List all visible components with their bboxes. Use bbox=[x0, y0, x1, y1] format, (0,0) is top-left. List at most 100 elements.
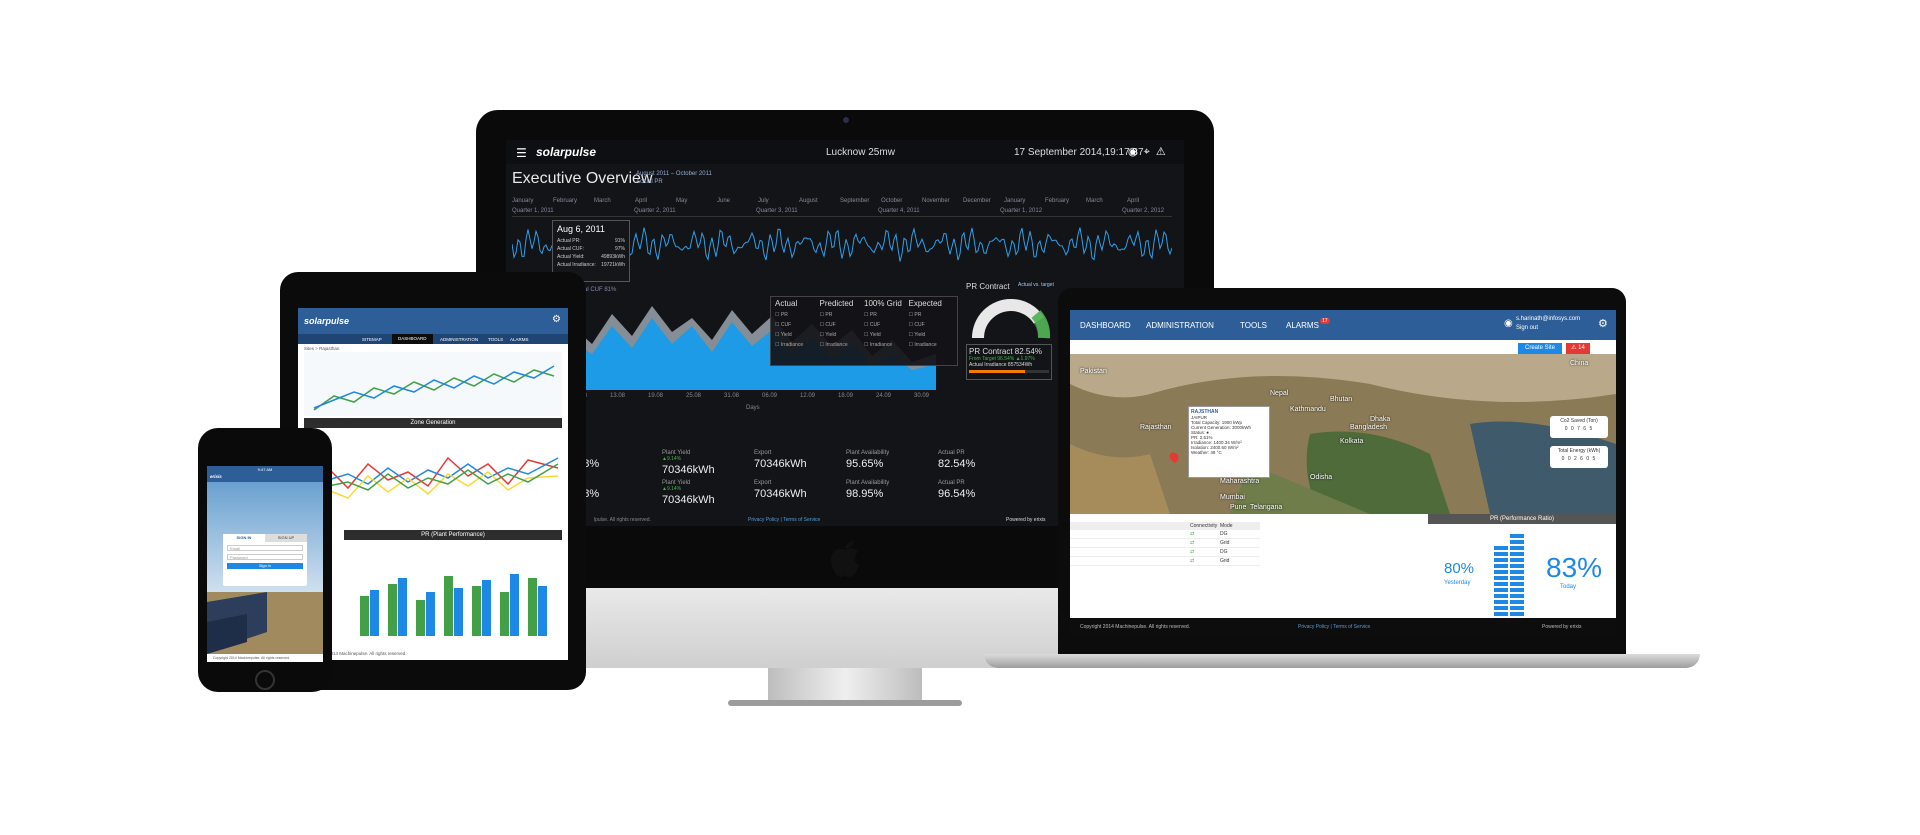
info-row: Isolation: 2400.60 W/m² bbox=[1191, 445, 1239, 450]
nav-tools[interactable]: TOOLS bbox=[488, 337, 504, 342]
legend-checkbox[interactable]: ☐ CUF bbox=[775, 322, 792, 328]
x-tick-label: 31.08 bbox=[724, 393, 740, 399]
pr-target-value: From Target 96.54% ▲1.97% bbox=[969, 356, 1035, 362]
mode-cell: DG bbox=[1220, 549, 1228, 555]
pr-level-block bbox=[1494, 594, 1508, 598]
email-field[interactable]: Email bbox=[227, 545, 303, 551]
metric-selector[interactable]: Actual PR bbox=[636, 179, 663, 185]
x-axis-ticks: 07.0813.0819.0825.0831.0806.0912.0918.09… bbox=[572, 393, 936, 403]
legend-checkbox[interactable]: ☐ PR bbox=[775, 312, 788, 318]
legend-checkbox[interactable]: ☐ PR bbox=[908, 312, 922, 318]
app-logo: solarpulse bbox=[304, 316, 350, 326]
legend-checkbox[interactable]: ☐ Yield bbox=[908, 332, 926, 338]
kpi-tile: Plant Availability 98.95% bbox=[846, 480, 889, 500]
tooltip-label: Actual CUF: bbox=[557, 246, 584, 252]
sign-out-link[interactable]: Sign out bbox=[1516, 325, 1539, 331]
kpi-value: 70346kWh bbox=[662, 464, 715, 476]
alert-count-button[interactable]: ⚠ 14 bbox=[1566, 343, 1590, 354]
nav-dashboard[interactable]: DASHBOARD bbox=[1080, 321, 1131, 330]
breadcrumb[interactable]: Sites > Rajasthan bbox=[304, 346, 340, 351]
connectivity-icon: ⇄ bbox=[1190, 549, 1195, 555]
pr-level-block bbox=[1510, 606, 1524, 610]
nav-administration[interactable]: ADMINISTRATION bbox=[440, 337, 479, 342]
home-button[interactable] bbox=[255, 670, 275, 690]
gear-icon[interactable]: ⚙ bbox=[1598, 318, 1608, 330]
legend-checkbox[interactable]: ☐ Yield bbox=[775, 332, 792, 338]
site-line-chart[interactable] bbox=[304, 352, 562, 416]
legend-checkbox[interactable]: ☐ Irradiance bbox=[908, 342, 937, 348]
legend-checkbox[interactable]: ☐ PR bbox=[864, 312, 877, 318]
site-selector[interactable]: Lucknow 25mw bbox=[826, 147, 895, 158]
x-tick-label: 25.08 bbox=[686, 393, 702, 399]
legend-checkbox[interactable]: ☐ Yield bbox=[864, 332, 881, 338]
month-label: August bbox=[799, 198, 818, 204]
tooltip-value: 97% bbox=[614, 246, 625, 252]
map-place-label: Nepal bbox=[1270, 390, 1289, 397]
signup-tab[interactable]: SIGN UP bbox=[265, 534, 307, 542]
kpi-label: Plant Availability bbox=[846, 480, 890, 486]
legend-checkbox[interactable]: ☐ Yield bbox=[819, 332, 837, 338]
site-info-popup: RAJSTHAN JAIPUR Total Capacity: 1900 kWp… bbox=[1188, 406, 1270, 478]
legend-checkbox[interactable]: ☐ Irradiance bbox=[864, 342, 893, 348]
alert-count: 14 bbox=[1578, 345, 1585, 351]
privacy-link[interactable]: Privacy Policy | Terms of Service bbox=[1298, 624, 1371, 630]
pr-level-block bbox=[1510, 588, 1524, 592]
legend-checkbox[interactable]: ☐ Irradiance bbox=[819, 342, 848, 348]
pr-ratio-title: PR (Performance Ratio) bbox=[1428, 514, 1616, 524]
chart-tooltip: Aug 6, 2011 Actual PR: 91% Actual CUF: 97%… bbox=[552, 220, 630, 282]
info-row: Weather: 48 °C bbox=[1191, 450, 1222, 455]
tooltip-value: 49893kWh bbox=[601, 254, 625, 260]
nav-alarms[interactable]: ALARMS bbox=[1286, 321, 1319, 330]
nav-sitemap[interactable]: SITEMAP bbox=[362, 337, 382, 342]
pr-level-block bbox=[1494, 576, 1508, 580]
tablet-header: solarpulse ⚙ bbox=[298, 308, 568, 334]
map-place-label: Pune bbox=[1230, 504, 1247, 511]
alert-icon[interactable]: ⚠ bbox=[1155, 146, 1172, 158]
create-site-button[interactable]: Create Site bbox=[1518, 343, 1562, 354]
legend-checkbox[interactable]: ☐ Irradiance bbox=[775, 342, 804, 348]
kpi-tile: Plant Yield ▲9.14% 70346kWh bbox=[662, 480, 715, 506]
nav-dashboard[interactable]: DASHBOARD bbox=[392, 334, 433, 344]
nav-administration[interactable]: ADMINISTRATION bbox=[1146, 321, 1214, 330]
nav-alarms[interactable]: ALARMS bbox=[510, 337, 529, 342]
pr-level-block bbox=[1510, 570, 1524, 574]
month-label: October bbox=[881, 198, 903, 204]
legend-checkbox[interactable]: ☐ CUF bbox=[908, 322, 925, 328]
energy-digits: 0 0 2 6 0 5 bbox=[1561, 456, 1597, 462]
menu-icon[interactable]: ☰ bbox=[516, 146, 527, 160]
pr-level-block bbox=[1494, 606, 1508, 610]
kpi-label: Actual PR bbox=[938, 450, 965, 456]
kpi-value: 70346kWh bbox=[662, 494, 715, 506]
zone-generation-chart[interactable] bbox=[304, 428, 562, 526]
record-icon[interactable]: ◉ bbox=[1128, 146, 1144, 158]
date-range[interactable]: August 2011 – October 2011 bbox=[636, 171, 712, 177]
legend-header: Predicted bbox=[819, 299, 854, 308]
signin-tab[interactable]: SIGN IN bbox=[223, 534, 265, 542]
legend-checkbox[interactable]: ☐ CUF bbox=[819, 322, 836, 328]
x-tick-label: 12.09 bbox=[800, 393, 816, 399]
legend-checkbox[interactable]: ☐ CUF bbox=[864, 322, 881, 328]
month-label: May bbox=[676, 198, 688, 204]
quarter-label: Quarter 1, 2012 bbox=[1000, 208, 1043, 214]
password-field[interactable]: Password bbox=[227, 554, 303, 560]
area-series-blue bbox=[572, 318, 936, 390]
pr-bar-green bbox=[416, 600, 425, 636]
kpi-tile: Export 70346kWh bbox=[754, 450, 807, 470]
copyright-text: Copyright 2014 Machinepulse. All rights … bbox=[1080, 624, 1191, 630]
satellite-map[interactable]: Pakistan Rajasthan Nepal Bhutan Bangladesh Ko… bbox=[1070, 354, 1616, 514]
area-chart[interactable] bbox=[572, 296, 936, 390]
privacy-link[interactable]: Privacy Policy | Terms of Service bbox=[748, 517, 821, 523]
signin-button[interactable]: Sign in bbox=[227, 563, 303, 569]
legend-checkbox[interactable]: ☐ PR bbox=[819, 312, 833, 318]
login-card: SIGN IN SIGN UP Email Password Sign in bbox=[223, 534, 307, 586]
gear-icon[interactable]: ⚙ bbox=[552, 314, 561, 325]
location-pin-icon[interactable]: ⌖ bbox=[1143, 146, 1156, 158]
x-tick-label: 18.09 bbox=[838, 393, 854, 399]
map-place-label: Telangana bbox=[1250, 504, 1283, 511]
month-label: January bbox=[512, 198, 534, 204]
pr-bar-chart[interactable] bbox=[344, 540, 562, 644]
pr-bar-green bbox=[500, 592, 509, 636]
month-label: February bbox=[1045, 198, 1070, 204]
nav-tools[interactable]: TOOLS bbox=[1240, 321, 1267, 330]
pr-contract-widget: PR Contract Actual vs. target PR Contrac… bbox=[966, 282, 1060, 402]
